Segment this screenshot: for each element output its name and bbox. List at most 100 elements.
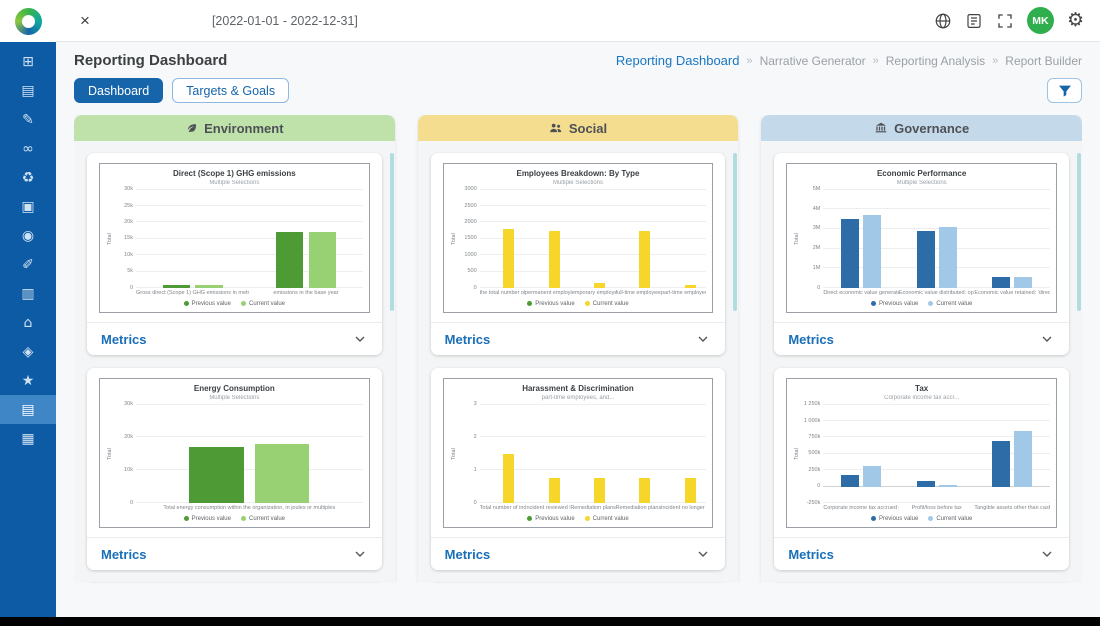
sidebar-item-portfolio[interactable]: ▣	[0, 192, 56, 221]
company-icon: ▤	[21, 82, 35, 99]
gridline	[823, 485, 1050, 487]
sidebar-item-company[interactable]: ▤	[0, 76, 56, 105]
settings-gear-icon[interactable]: ⚙	[1066, 9, 1084, 31]
gridline	[136, 502, 363, 503]
funnel-icon	[1058, 85, 1071, 97]
y-tick: 1	[473, 466, 477, 473]
sidebar-item-materiality[interactable]: ✐	[0, 250, 56, 279]
environment-icon: ♻	[21, 169, 35, 186]
bar-group	[974, 405, 1050, 503]
sidebar-item-governance[interactable]: ⌂	[0, 308, 56, 337]
y-tick: 1M	[812, 264, 821, 271]
bar-group	[525, 405, 570, 503]
avatar[interactable]: MK	[1026, 7, 1054, 34]
tab-targets-goals[interactable]: Targets & Goals	[172, 78, 290, 103]
y-axis-title: Total	[450, 405, 458, 503]
y-tick: 3M	[812, 225, 821, 232]
legend-item: Previous value	[183, 301, 231, 307]
column-scrollbar[interactable]	[389, 153, 394, 311]
x-category-label: part-time employee...	[660, 290, 706, 296]
awards-icon: ★	[21, 372, 35, 389]
column-scrollbar[interactable]	[733, 153, 738, 311]
breadcrumb-item-reporting-analysis[interactable]: Reporting Analysis	[885, 53, 986, 68]
breadcrumb-separator: »	[872, 54, 879, 67]
breadcrumb-item-narrative-generator[interactable]: Narrative Generator	[759, 53, 866, 68]
y-axis: 3000 2500 2000 1500 1000 500 0	[458, 187, 480, 290]
app-logo[interactable]	[0, 0, 56, 42]
risk-icon: ◈	[22, 343, 34, 360]
sidebar-item-templates[interactable]: ▦	[0, 424, 56, 453]
metrics-dropdown[interactable]: Metrics	[87, 537, 382, 570]
x-axis-labels: Total energy consumption within the orga…	[136, 503, 363, 513]
legend-dot	[870, 301, 876, 306]
chart-title: Harassment & Discrimination	[522, 384, 634, 393]
bar-group	[480, 190, 525, 288]
x-category-label: Incident no longer subj...	[660, 505, 706, 511]
y-tick: 20k	[124, 433, 133, 440]
breadcrumb-item-report-builder[interactable]: Report Builder	[1005, 53, 1082, 68]
bar-group	[823, 405, 899, 503]
chart-title: Economic Performance	[876, 169, 967, 178]
form-icon[interactable]	[965, 12, 983, 30]
filter-button[interactable]	[1047, 78, 1082, 103]
bar-current-value	[862, 465, 882, 487]
metrics-dropdown[interactable]: Metrics	[774, 322, 1069, 355]
gridline	[823, 247, 1050, 249]
date-range[interactable]: [2022-01-01 - 2022-12-31]	[211, 13, 358, 28]
gridline	[823, 452, 1050, 454]
y-axis: 1 250k 1 000k 750k 500k 250k 0 -250k	[801, 402, 823, 505]
chart-economic-performance: Economic Performance Multiple Selections T…	[786, 163, 1057, 313]
x-category-label: Remediation plans bei...	[570, 505, 616, 511]
legend-dot	[240, 516, 246, 521]
metrics-dropdown[interactable]: Metrics	[774, 537, 1069, 570]
tab-dashboard[interactable]: Dashboard	[74, 78, 164, 103]
sidebar-item-risk[interactable]: ◈	[0, 337, 56, 366]
y-axis-title-text: Total	[450, 447, 457, 460]
breadcrumb-item-reporting-dashboard[interactable]: Reporting Dashboard	[615, 53, 740, 68]
gridline	[136, 469, 363, 471]
y-tick: 2M	[812, 245, 821, 252]
gridline	[479, 205, 707, 206]
y-axis-title-text: Total	[107, 232, 113, 245]
x-category-label: Incident reviewed by t...	[524, 505, 570, 511]
gridline	[479, 469, 707, 471]
metrics-dropdown[interactable]: Metrics	[87, 322, 382, 355]
chart-card: Energy Consumption Multiple Selections Tot…	[87, 368, 382, 570]
chart-subtitle: Multiple Selections	[896, 179, 947, 186]
metrics-dropdown[interactable]: Metrics	[430, 322, 726, 355]
legend-label: Current value	[936, 300, 973, 307]
chart-title: Employees Breakdown: By Type	[516, 169, 640, 178]
gridline	[479, 237, 707, 239]
globe-icon[interactable]	[934, 12, 952, 30]
chart-direct-scope-1-ghg-emissions: Direct (Scope 1) GHG emissions Multiple S…	[99, 163, 370, 313]
close-button[interactable]: ×	[80, 11, 90, 30]
bar-current-value	[594, 283, 605, 288]
metrics-label: Metrics	[444, 546, 491, 562]
sidebar-item-dashboard[interactable]: ⊞	[0, 47, 56, 76]
metrics-dropdown[interactable]: Metrics	[430, 537, 726, 570]
bar-groups	[823, 190, 1050, 288]
fullscreen-icon[interactable]	[996, 12, 1014, 30]
sidebar-item-environment[interactable]: ♻	[0, 163, 56, 192]
chart-card: Harassment & Discrimination part-time emp…	[430, 368, 726, 570]
legend: Previous value Current value	[450, 298, 707, 309]
sidebar-item-disclosures[interactable]: ✎	[0, 105, 56, 134]
gridline	[479, 270, 707, 272]
bar-current-value	[594, 478, 605, 503]
sidebar-item-reports[interactable]: ▤	[0, 395, 56, 424]
x-category-label: Direct economic value generated: reve...	[823, 290, 899, 296]
chart-subtitle: part-time employees, and...	[541, 394, 615, 401]
bar-previous-value	[841, 219, 860, 288]
column-scrollbar[interactable]	[1076, 153, 1081, 311]
sidebar-item-energy[interactable]: ◉	[0, 221, 56, 250]
y-tick: 0	[129, 499, 133, 506]
column-body: Economic Performance Multiple Selections T…	[761, 141, 1082, 583]
legend-dot	[870, 516, 876, 521]
sidebar-item-awards[interactable]: ★	[0, 366, 56, 395]
sidebar-item-documents[interactable]: ▥	[0, 279, 56, 308]
sidebar-item-integrations[interactable]: ∞	[0, 134, 56, 163]
bar-previous-value	[916, 480, 935, 487]
y-axis-title: Total	[106, 190, 114, 288]
x-axis-labels: Direct economic value generated: reve...…	[823, 288, 1050, 298]
legend-dot	[183, 516, 189, 521]
